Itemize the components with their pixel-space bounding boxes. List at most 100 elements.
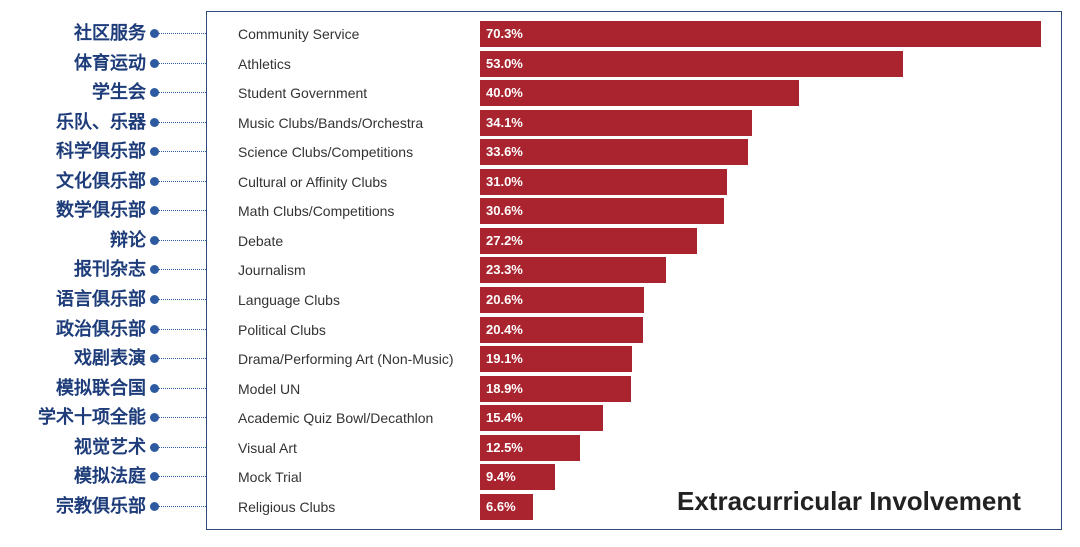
data-label: 18.9% — [486, 381, 523, 396]
category-label: Math Clubs/Competitions — [238, 203, 395, 219]
category-label: Academic Quiz Bowl/Decathlon — [238, 410, 434, 426]
leader-line — [159, 33, 206, 34]
category-label: Science Clubs/Competitions — [238, 144, 414, 160]
data-label: 20.6% — [486, 292, 523, 307]
leader-line — [159, 506, 206, 507]
leader-line — [159, 417, 206, 418]
cn-annotation: 文化俱乐部 — [0, 170, 206, 194]
annotation-dot-icon — [150, 29, 159, 38]
leader-line — [159, 299, 206, 300]
leader-line — [159, 447, 206, 448]
bar — [480, 287, 645, 313]
cn-category-label: 乐队、乐器 — [56, 112, 146, 133]
data-label: 12.5% — [486, 440, 523, 455]
cn-annotation: 政治俱乐部 — [0, 318, 206, 342]
leader-line — [159, 92, 206, 93]
category-label: Model UN — [238, 381, 301, 397]
bar — [480, 169, 728, 195]
annotation-dot-icon — [150, 147, 159, 156]
annotation-dot-icon — [150, 502, 159, 511]
cn-annotation: 语言俱乐部 — [0, 288, 206, 312]
cn-annotation: 数学俱乐部 — [0, 199, 206, 223]
annotation-dot-icon — [150, 265, 159, 274]
cn-category-label: 模拟法庭 — [74, 466, 146, 487]
cn-annotation: 宗教俱乐部 — [0, 495, 206, 519]
annotation-dot-icon — [150, 384, 159, 393]
cn-annotation: 模拟法庭 — [0, 465, 206, 489]
cn-category-label: 视觉艺术 — [74, 437, 146, 458]
category-label: Athletics — [238, 56, 291, 72]
chart-title: Extracurricular Involvement — [677, 486, 1021, 516]
cn-category-label: 学术十项全能 — [38, 407, 146, 428]
cn-category-label: 模拟联合国 — [56, 378, 146, 399]
data-label: 31.0% — [486, 174, 523, 189]
cn-category-label: 报刊杂志 — [74, 259, 146, 280]
category-label: Language Clubs — [238, 292, 340, 308]
data-label: 30.6% — [486, 203, 523, 218]
data-label: 33.6% — [486, 144, 523, 159]
annotation-dot-icon — [150, 443, 159, 452]
data-label: 15.4% — [486, 410, 523, 425]
cn-category-label: 数学俱乐部 — [56, 200, 146, 221]
bar — [480, 80, 800, 106]
leader-line — [159, 122, 206, 123]
annotation-dot-icon — [150, 88, 159, 97]
cn-annotation: 学术十项全能 — [0, 406, 206, 430]
annotation-dot-icon — [150, 59, 159, 68]
bar — [480, 198, 725, 224]
cn-annotation: 报刊杂志 — [0, 258, 206, 282]
annotation-dot-icon — [150, 118, 159, 127]
cn-category-label: 学生会 — [92, 82, 146, 103]
data-label: 20.4% — [486, 322, 523, 337]
cn-annotation: 视觉艺术 — [0, 436, 206, 460]
cn-annotation: 社区服务 — [0, 22, 206, 46]
leader-line — [159, 476, 206, 477]
bar — [480, 317, 643, 343]
category-label: Visual Art — [238, 440, 297, 456]
bar — [480, 51, 903, 77]
leader-line — [159, 358, 206, 359]
cn-category-label: 语言俱乐部 — [56, 289, 146, 310]
data-label: 6.6% — [486, 499, 516, 514]
leader-line — [159, 240, 206, 241]
data-label: 70.3% — [486, 26, 523, 41]
leader-line — [159, 388, 206, 389]
cn-category-label: 体育运动 — [74, 53, 146, 74]
annotation-dot-icon — [150, 295, 159, 304]
bar — [480, 464, 555, 490]
bar — [480, 435, 580, 461]
annotation-dot-icon — [150, 206, 159, 215]
category-label: Journalism — [238, 262, 306, 278]
leader-line — [159, 210, 206, 211]
bar — [480, 494, 533, 520]
category-label: Mock Trial — [238, 469, 302, 485]
category-label: Political Clubs — [238, 322, 326, 338]
data-label: 27.2% — [486, 233, 523, 248]
bar — [480, 21, 1041, 47]
data-label: 19.1% — [486, 351, 523, 366]
leader-line — [159, 181, 206, 182]
annotation-dot-icon — [150, 354, 159, 363]
bar — [480, 405, 603, 431]
leader-line — [159, 269, 206, 270]
data-label: 40.0% — [486, 85, 523, 100]
cn-annotation: 乐队、乐器 — [0, 111, 206, 135]
cn-annotation: 学生会 — [0, 81, 206, 105]
data-label: 9.4% — [486, 469, 516, 484]
leader-line — [159, 63, 206, 64]
annotation-dot-icon — [150, 472, 159, 481]
category-label: Student Government — [238, 85, 368, 101]
category-label: Community Service — [238, 26, 360, 42]
cn-annotation: 辩论 — [0, 229, 206, 253]
bar — [480, 139, 749, 165]
category-label: Debate — [238, 233, 284, 249]
bar — [480, 110, 753, 136]
cn-category-label: 戏剧表演 — [74, 348, 146, 369]
cn-category-label: 政治俱乐部 — [56, 319, 146, 340]
leader-line — [159, 151, 206, 152]
category-label: Cultural or Affinity Clubs — [238, 174, 388, 190]
cn-annotation: 科学俱乐部 — [0, 140, 206, 164]
cn-category-label: 宗教俱乐部 — [56, 496, 146, 517]
annotation-dot-icon — [150, 325, 159, 334]
cn-category-label: 科学俱乐部 — [56, 141, 146, 162]
